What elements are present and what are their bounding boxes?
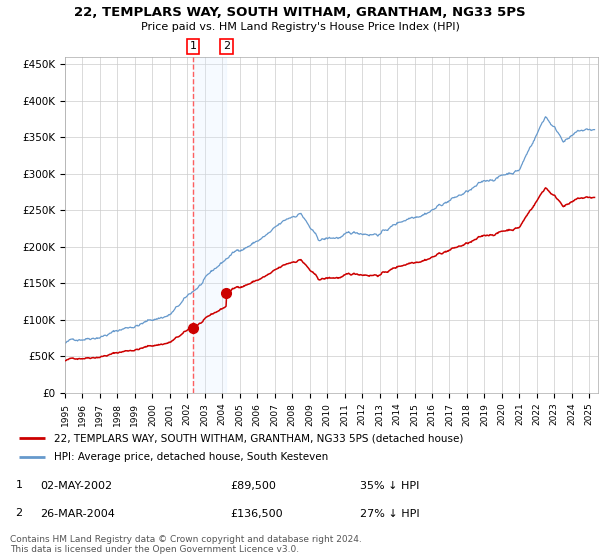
Text: 27% ↓ HPI: 27% ↓ HPI — [360, 509, 419, 519]
Text: £136,500: £136,500 — [230, 509, 283, 519]
Text: £89,500: £89,500 — [230, 481, 276, 491]
Text: 1: 1 — [16, 480, 23, 490]
Text: 02-MAY-2002: 02-MAY-2002 — [40, 481, 112, 491]
Text: 1: 1 — [190, 41, 197, 52]
Text: 2: 2 — [223, 41, 230, 52]
Text: 22, TEMPLARS WAY, SOUTH WITHAM, GRANTHAM, NG33 5PS (detached house): 22, TEMPLARS WAY, SOUTH WITHAM, GRANTHAM… — [53, 433, 463, 443]
Text: 35% ↓ HPI: 35% ↓ HPI — [360, 481, 419, 491]
Text: 2: 2 — [16, 508, 23, 518]
Text: Contains HM Land Registry data © Crown copyright and database right 2024.
This d: Contains HM Land Registry data © Crown c… — [10, 535, 362, 554]
Text: 22, TEMPLARS WAY, SOUTH WITHAM, GRANTHAM, NG33 5PS: 22, TEMPLARS WAY, SOUTH WITHAM, GRANTHAM… — [74, 6, 526, 19]
Text: Price paid vs. HM Land Registry's House Price Index (HPI): Price paid vs. HM Land Registry's House … — [140, 22, 460, 32]
Text: HPI: Average price, detached house, South Kesteven: HPI: Average price, detached house, Sout… — [53, 452, 328, 462]
Bar — [193, 57, 226, 393]
Text: 26-MAR-2004: 26-MAR-2004 — [40, 509, 115, 519]
